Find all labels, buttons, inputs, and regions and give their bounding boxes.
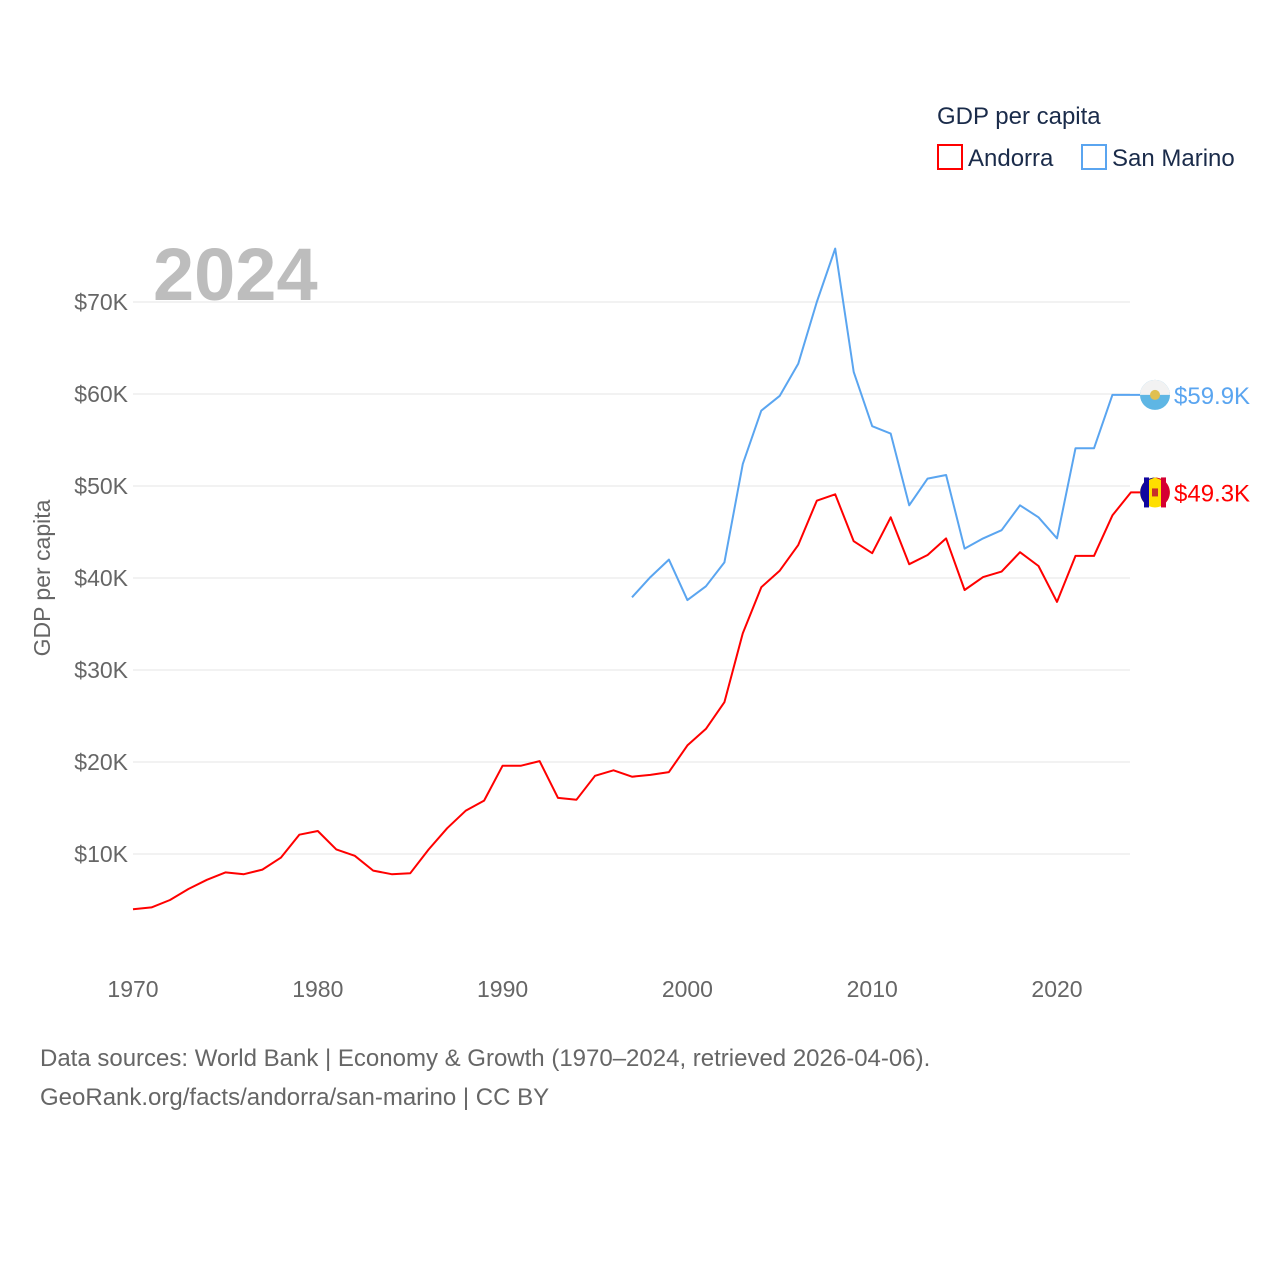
end-value-label: $59.9K — [1174, 383, 1250, 410]
legend-item-label: San Marino — [1112, 145, 1235, 172]
legend-swatch — [1081, 144, 1107, 170]
flag-stripe — [1144, 477, 1149, 508]
legend-item-label: Andorra — [968, 145, 1054, 172]
y-axis-label: GDP per capita — [29, 499, 55, 656]
flag-stripe — [1140, 379, 1170, 395]
y-tick-label: $40K — [74, 565, 128, 591]
x-tick-label: 1970 — [107, 976, 158, 1002]
y-tick-label: $70K — [74, 289, 128, 315]
series-line-andorra — [132, 491, 1140, 911]
flag-emblem — [1152, 488, 1158, 497]
x-tick-label: 1980 — [292, 976, 343, 1002]
y-tick-label: $30K — [74, 657, 128, 683]
y-tick-label: $50K — [74, 473, 128, 499]
x-tick-label: 1990 — [477, 976, 528, 1002]
flag-stripe — [1161, 477, 1166, 508]
flag-stripe — [1140, 477, 1155, 504]
flag-emblem — [1150, 389, 1160, 400]
x-tick-label: 2000 — [662, 976, 713, 1002]
source-link[interactable]: GeoRank.org/facts/andorra/san-marino | C… — [40, 1084, 550, 1111]
flag-stripe — [1155, 477, 1170, 504]
x-tick-label: 2010 — [847, 976, 898, 1002]
x-tick-label: 2020 — [1031, 976, 1082, 1002]
end-value-label: $49.3K — [1174, 480, 1250, 507]
series-line-san-marino — [631, 247, 1140, 602]
source-text: Data sources: World Bank | Economy & Gro… — [40, 1045, 931, 1072]
legend-title: GDP per capita — [937, 103, 1101, 130]
y-tick-label: $20K — [74, 749, 128, 775]
y-tick-label: $60K — [74, 381, 128, 407]
year-title: 2024 — [153, 233, 318, 316]
y-tick-label: $10K — [74, 841, 128, 867]
legend-swatch — [937, 144, 963, 170]
